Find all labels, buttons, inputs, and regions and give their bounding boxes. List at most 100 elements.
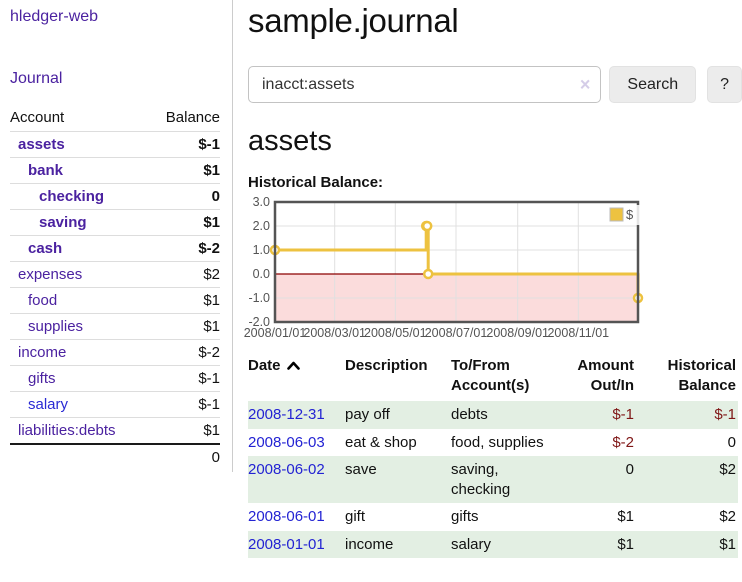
account-link-salary[interactable]: salary [28, 396, 69, 413]
journal-link[interactable]: Journal [10, 70, 63, 87]
transaction-balance: $1 [719, 535, 736, 553]
search-button[interactable]: Search [609, 66, 697, 103]
svg-text:-1.0: -1.0 [248, 291, 270, 305]
account-row: food $1 [10, 287, 220, 314]
account-link-expenses[interactable]: expenses [18, 266, 83, 283]
svg-text:$: $ [626, 207, 634, 222]
transaction-date-link[interactable]: 2008-06-02 [248, 461, 325, 478]
account-balance: $-1 [198, 136, 220, 153]
svg-text:2008/09/01: 2008/09/01 [486, 326, 549, 340]
account-balance: $1 [203, 292, 220, 309]
svg-text:2008/03/01: 2008/03/01 [303, 326, 366, 340]
transactions-header-row: Date Description To/From Account(s) Amount … [248, 354, 738, 401]
accounts-header-row: Account Balance [10, 109, 220, 132]
app-title-link[interactable]: hledger-web [10, 8, 99, 25]
transaction-description: eat & shop [345, 433, 417, 451]
transaction-balance: $2 [719, 508, 736, 525]
txn-col-description: Description [345, 357, 428, 374]
account-row: checking 0 [10, 183, 220, 210]
transaction-date-link[interactable]: 2008-06-01 [248, 508, 325, 525]
account-row: cash $-2 [10, 235, 220, 262]
transaction-row: 2008-06-03 eat & shop food, supplies $-2 0 [248, 429, 738, 457]
account-link-checking[interactable]: checking [39, 188, 105, 205]
account-row: salary $-1 [10, 391, 220, 418]
accounts-total-balance: 0 [211, 449, 220, 466]
account-balance: $1 [203, 214, 220, 231]
account-link-supplies[interactable]: supplies [28, 318, 84, 335]
account-row: saving $1 [10, 209, 220, 236]
register-heading: assets [248, 125, 332, 157]
transaction-row: 2008-01-01 income salary $1 $1 [248, 530, 738, 558]
clear-search-icon[interactable]: × [579, 73, 591, 94]
svg-text:2.0: 2.0 [253, 219, 270, 233]
account-balance: $-1 [198, 396, 220, 413]
account-row: bank $1 [10, 157, 220, 184]
account-row: income $-2 [10, 339, 220, 366]
transaction-description: gift [345, 508, 366, 525]
account-link-gifts[interactable]: gifts [28, 370, 56, 387]
transaction-balance: $-1 [714, 406, 736, 423]
transaction-date-link[interactable]: 2008-06-03 [248, 433, 325, 451]
transaction-date-link[interactable]: 2008-12-31 [248, 406, 325, 423]
transaction-balance: $2 [719, 461, 736, 478]
svg-text:1.0: 1.0 [253, 243, 270, 257]
transaction-amount: $-2 [612, 433, 634, 451]
transaction-amount: $1 [617, 535, 634, 553]
transaction-accounts: gifts [451, 508, 479, 525]
txn-col-date: Date [248, 354, 345, 401]
transaction-accounts: debts [451, 406, 488, 423]
svg-text:2008/01/01: 2008/01/01 [244, 326, 307, 340]
transactions-table: Date Description To/From Account(s) Amount … [248, 354, 738, 558]
transaction-row: 2008-06-01 gift gifts $1 $2 [248, 503, 738, 531]
search-field-wrap: × [248, 66, 602, 103]
chart-title: Historical Balance: [248, 174, 384, 191]
txn-col-historical: Historical Balance [667, 357, 736, 394]
historical-balance-chart: 3.0 2.0 1.0 0.0 -1.0 -2.0 2008/01/01 2008/03/01… [244, 195, 742, 341]
account-link-liabilities-debts[interactable]: liabilities:debts [18, 422, 116, 439]
transaction-amount: $-1 [612, 406, 634, 423]
svg-text:-2.0: -2.0 [248, 315, 270, 329]
account-row: gifts $-1 [10, 365, 220, 392]
app-title: hledger-web [10, 8, 220, 26]
journal-nav: Journal [10, 70, 220, 88]
transaction-description: save [345, 461, 377, 478]
svg-text:2008/11/01: 2008/11/01 [547, 326, 609, 340]
account-link-assets[interactable]: assets [18, 136, 65, 153]
account-link-income[interactable]: income [18, 344, 67, 361]
transaction-accounts: saving, checking [451, 461, 511, 498]
accounts-col-balance: Balance [165, 109, 220, 126]
transaction-description: income [345, 535, 394, 553]
svg-text:3.0: 3.0 [253, 195, 270, 209]
transaction-balance: 0 [727, 433, 736, 451]
account-balance: $1 [203, 162, 220, 179]
transaction-row: 2008-06-02 save saving, checking 0 $2 [248, 456, 738, 503]
accounts-table: Account Balance assets $-1 bank $1 checking 0… [10, 109, 220, 470]
account-balance: 0 [211, 188, 220, 205]
account-row: assets $-1 [10, 131, 220, 158]
search-form: × Search ? [248, 66, 742, 103]
transaction-date-link[interactable]: 2008-01-01 [248, 535, 325, 553]
transaction-accounts: salary [451, 535, 492, 553]
sort-ascending-icon [286, 361, 300, 370]
account-link-food[interactable]: food [28, 292, 58, 309]
account-link-cash[interactable]: cash [28, 240, 63, 257]
transaction-accounts: food, supplies [451, 433, 544, 451]
transaction-row: 2008-12-31 pay off debts $-1 $-1 [248, 401, 738, 429]
account-row: supplies $1 [10, 313, 220, 340]
svg-text:0.0: 0.0 [253, 267, 270, 281]
account-link-bank[interactable]: bank [28, 162, 64, 179]
accounts-total-row: 0 [10, 444, 220, 470]
help-button[interactable]: ? [707, 66, 742, 103]
account-balance: $1 [203, 422, 220, 439]
transaction-amount: 0 [625, 461, 634, 478]
account-balance: $-2 [198, 240, 220, 257]
transaction-description: pay off [345, 406, 390, 423]
account-balance: $-2 [198, 344, 220, 361]
account-balance: $2 [203, 266, 220, 283]
account-balance: $1 [203, 318, 220, 335]
account-link-saving[interactable]: saving [39, 214, 87, 231]
main-content: sample.journal × Search ? assets Histori… [244, 0, 742, 558]
search-input[interactable] [248, 66, 602, 103]
txn-col-amount: Amount Out/In [577, 357, 634, 394]
svg-text:2008/05/01: 2008/05/01 [364, 326, 427, 340]
